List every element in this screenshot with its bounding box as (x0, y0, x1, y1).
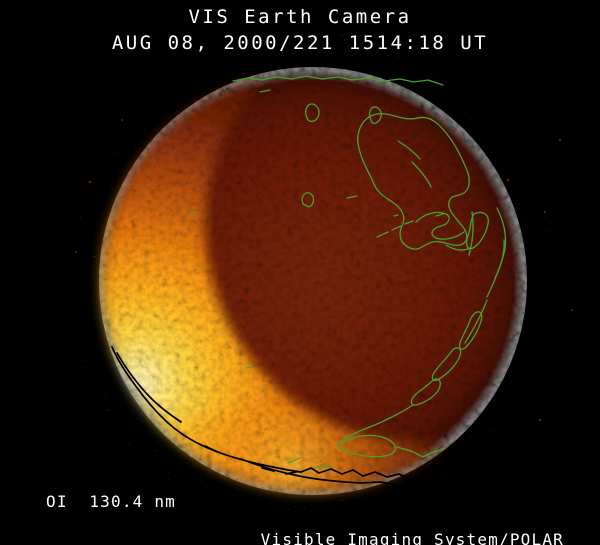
image-timestamp: AUG 08, 2000/221 1514:18 UT (111, 32, 489, 54)
coastline-overlay-black (111, 346, 453, 487)
coastline-overlay-green (188, 75, 507, 471)
credit-line-1: Visible Imaging System/POLAR (260, 530, 564, 545)
page-title: VIS Earth Camera (188, 6, 412, 28)
credit-block: Visible Imaging System/POLAR The Univers… (217, 492, 564, 545)
filter-wavelength-label: OI 130.4 nm (46, 492, 176, 511)
stray-specks (75, 119, 573, 422)
image-header: VIS Earth Camera AUG 08, 2000/221 1514:1… (0, 6, 600, 54)
offlimb-speckle-bright (40, 250, 250, 510)
